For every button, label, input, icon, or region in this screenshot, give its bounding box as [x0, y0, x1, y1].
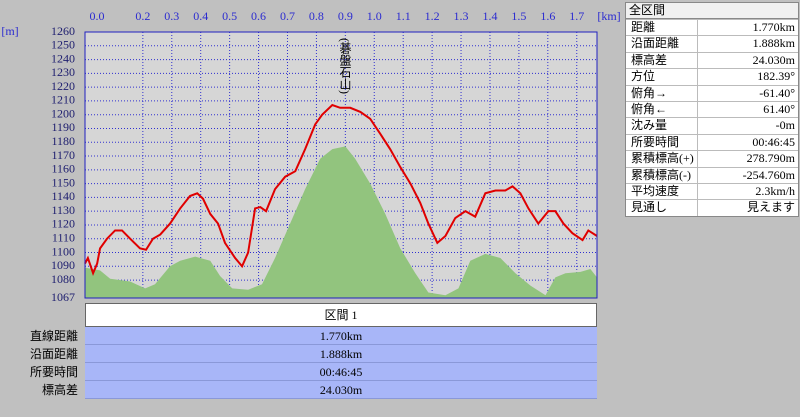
- row-label: 累積標高(-): [626, 167, 698, 183]
- row-value: 24.030m: [85, 381, 597, 399]
- table-row: 沈み量 -0m: [626, 117, 798, 134]
- y-tick-label: 1210: [51, 93, 75, 107]
- x-tick-label: 0.2: [135, 9, 150, 23]
- y-tick-label: 1220: [51, 79, 75, 93]
- x-tick-label: 0.8: [309, 9, 324, 23]
- row-value: 1.888km: [752, 36, 795, 51]
- x-tick-label: 0.4: [193, 9, 208, 23]
- x-tick-label: 0.7: [280, 9, 295, 23]
- row-label: 沿面距離: [29, 347, 78, 361]
- x-tick-label: 1.3: [454, 9, 469, 23]
- row-label: 所要時間: [29, 365, 78, 379]
- row-value: -0m: [775, 118, 795, 133]
- y-tick-label: 1120: [51, 217, 75, 231]
- table-row: 所要時間 00:46:45: [626, 133, 798, 151]
- y-tick-label: 1240: [51, 51, 75, 65]
- row-value: 61.40°: [763, 101, 795, 116]
- y-tick-label: 1190: [51, 120, 75, 134]
- y-tick-label: 1140: [51, 189, 75, 203]
- y-tick-label: 1130: [51, 203, 75, 217]
- row-label: 累積標高(+): [626, 151, 698, 167]
- y-tick-label: 1260: [51, 24, 75, 38]
- summary-title: 全区間: [626, 3, 798, 19]
- row-label: 沿面距離: [626, 36, 698, 52]
- x-tick-label: 0.9: [338, 9, 353, 23]
- row-label: 標高差: [41, 383, 78, 397]
- table-row: 距離 1.770km: [626, 19, 798, 36]
- summary-panel: 全区間 距離 1.770km 沿面距離 1.888km 標高差 24.030m 方位 182.…: [625, 2, 799, 217]
- terrain-area: [85, 146, 597, 298]
- y-tick-label: 1080: [51, 272, 75, 286]
- x-tick-label: 1.1: [396, 9, 411, 23]
- row-value: -61.40°: [759, 85, 795, 100]
- y-tick-label: 1160: [51, 162, 75, 176]
- table-row: 沿面距離 1.888km: [626, 35, 798, 52]
- table-row: 沿面距離 1.888km: [0, 345, 597, 363]
- y-axis-label: [m]: [1, 24, 18, 38]
- section-title: 区間 1: [85, 303, 597, 327]
- row-value: 182.39°: [757, 69, 795, 84]
- y-tick-label: 1170: [51, 148, 75, 162]
- table-row: 標高差 24.030m: [626, 51, 798, 69]
- x-tick-label: 0.5: [222, 9, 237, 23]
- row-label: 方位: [626, 69, 698, 85]
- y-tick-label: 1150: [51, 175, 75, 189]
- row-value: 見えます: [746, 200, 795, 215]
- x-tick-label: 1.5: [511, 9, 526, 23]
- table-row: 俯角← 61.40°: [626, 100, 798, 118]
- row-label: 直線距離: [29, 329, 78, 343]
- profile-line: [84, 103, 598, 276]
- annotation: (碁盤石山): [338, 38, 352, 94]
- table-row: 累積標高(+) 278.790m: [626, 150, 798, 167]
- row-value: 1.770km: [85, 327, 597, 345]
- x-tick-label: 1.7: [569, 9, 584, 23]
- row-value: 2.3km/h: [755, 183, 795, 198]
- row-value: 00:46:45: [85, 363, 597, 381]
- table-row: 見通し 見えます: [626, 199, 798, 216]
- x-tick-label: 1.0: [367, 9, 382, 23]
- table-row: 累積標高(-) -254.760m: [626, 166, 798, 183]
- section-table: 直線距離 1.770km 沿面距離 1.888km 所要時間 00:46:45 標高差 24.…: [0, 327, 597, 399]
- y-tick-label: 1230: [51, 65, 75, 79]
- row-label: 俯角←: [626, 101, 698, 118]
- y-tick-label: 1180: [51, 134, 75, 148]
- table-row: 方位 182.39°: [626, 68, 798, 85]
- x-tick-label: 0.3: [164, 9, 179, 23]
- row-value: 1.770km: [752, 20, 795, 34]
- x-tick-label: 1.4: [482, 9, 497, 23]
- table-row: 所要時間 00:46:45: [0, 363, 597, 381]
- table-row: 俯角→ -61.40°: [626, 84, 798, 101]
- y-tick-label: 1110: [52, 230, 75, 244]
- row-label: 所要時間: [626, 134, 698, 151]
- row-value: 278.790m: [746, 151, 795, 166]
- row-value: 00:46:45: [752, 134, 795, 149]
- row-label: 沈み量: [626, 118, 698, 134]
- table-row: 平均速度 2.3km/h: [626, 182, 798, 200]
- row-value: 1.888km: [85, 345, 597, 363]
- row-value: -254.760m: [742, 167, 795, 182]
- row-label: 標高差: [626, 52, 698, 69]
- row-label: 俯角→: [626, 85, 698, 101]
- plot-border: [84, 31, 598, 299]
- y-tick-label: 1200: [51, 106, 75, 120]
- row-label: 見通し: [626, 200, 698, 216]
- y-tick-label: 1067: [51, 290, 75, 304]
- row-label: 距離: [626, 20, 698, 36]
- y-tick-label: 1100: [51, 244, 75, 258]
- y-tick-label: 1090: [51, 258, 75, 272]
- row-label: 平均速度: [626, 183, 698, 200]
- y-tick-label: 1250: [51, 38, 75, 52]
- x-tick-label: 0.0: [90, 9, 105, 23]
- x-tick-label: 1.6: [540, 9, 555, 23]
- row-value: 24.030m: [752, 52, 795, 67]
- table-row: 標高差 24.030m: [0, 381, 597, 399]
- table-row: 直線距離 1.770km: [0, 327, 597, 345]
- x-tick-label: 0.6: [251, 9, 266, 23]
- x-tick-label: 1.2: [425, 9, 440, 23]
- x-axis-label: [km]: [597, 9, 620, 23]
